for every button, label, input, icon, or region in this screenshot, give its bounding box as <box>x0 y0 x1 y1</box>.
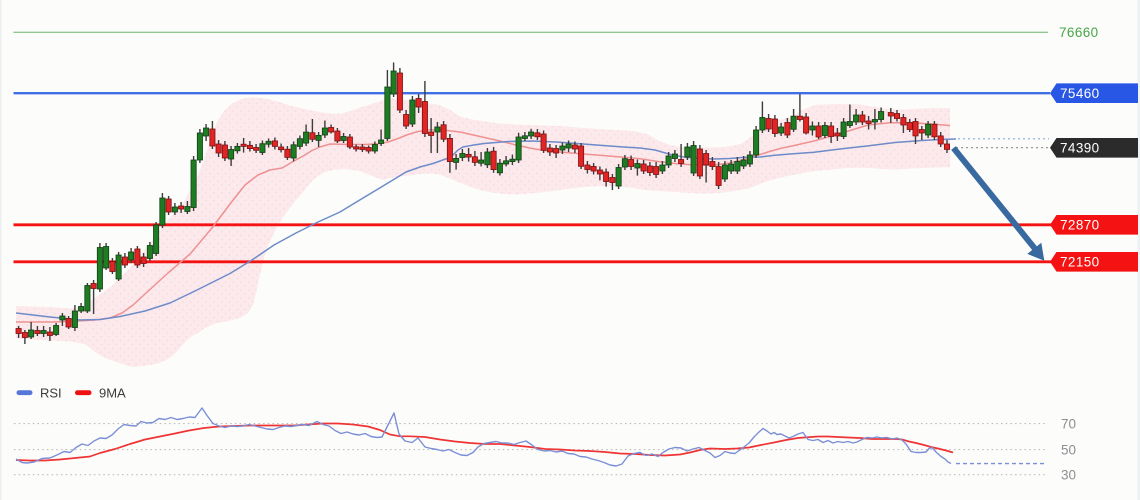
svg-text:75460: 75460 <box>1060 86 1100 101</box>
svg-text:RSI: RSI <box>40 386 62 401</box>
svg-text:76660: 76660 <box>1059 25 1099 40</box>
svg-text:74390: 74390 <box>1060 141 1100 156</box>
svg-text:70: 70 <box>1061 416 1076 431</box>
svg-text:50: 50 <box>1061 442 1076 457</box>
svg-text:9MA: 9MA <box>99 386 126 401</box>
svg-text:72150: 72150 <box>1060 255 1100 270</box>
svg-text:30: 30 <box>1061 467 1076 482</box>
svg-text:72870: 72870 <box>1060 218 1100 233</box>
